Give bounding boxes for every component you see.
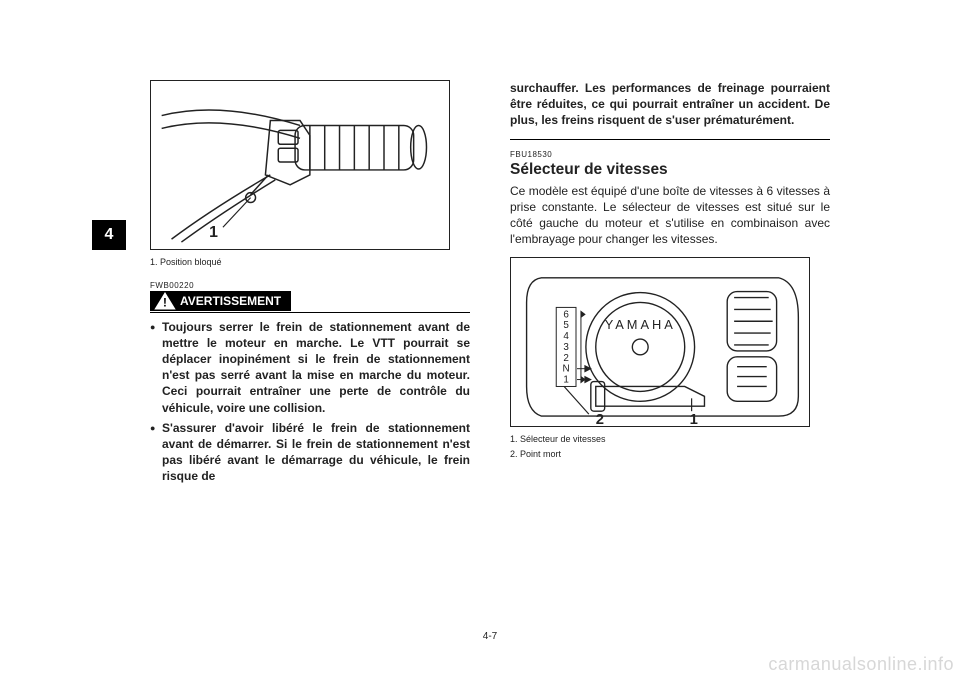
svg-text:5: 5 — [563, 320, 569, 331]
ref-code-left: FWB00220 — [150, 281, 470, 290]
left-column: 1 1. Position bloqué FWB00220 ! AVERTISS… — [150, 80, 470, 488]
figure-gear-caption-2: 2. Point mort — [510, 448, 830, 461]
svg-text:N: N — [563, 364, 570, 375]
callout-2: 2 — [596, 412, 604, 426]
ref-code-right: FBU18530 — [510, 150, 830, 159]
figure-brake-lever: 1 — [150, 80, 450, 250]
cont-paragraph: surchauffer. Les performances de freinag… — [510, 80, 830, 129]
svg-text:2: 2 — [563, 353, 568, 364]
warning-label: AVERTISSEMENT — [180, 294, 281, 308]
svg-text:4: 4 — [563, 331, 569, 342]
warning-badge: ! AVERTISSEMENT — [150, 291, 291, 311]
warning-bar: ! AVERTISSEMENT — [150, 291, 470, 313]
warning-body: Toujours serrer le frein de stationnemen… — [150, 319, 470, 485]
callout-1: 1 — [690, 412, 698, 426]
warning-bullet: Toujours serrer le frein de stationnemen… — [150, 319, 470, 416]
svg-text:3: 3 — [563, 342, 569, 353]
section-paragraph: Ce modèle est équipé d'une boîte de vite… — [510, 183, 830, 248]
right-column: surchauffer. Les performances de freinag… — [510, 80, 830, 473]
figure-brake-caption: 1. Position bloqué — [150, 256, 470, 269]
svg-text:1: 1 — [563, 375, 569, 386]
watermark: carmanualsonline.info — [768, 654, 954, 675]
figure-gear-caption-1: 1. Sélecteur de vitesses — [510, 433, 830, 446]
gear-shift-illustration: YAMAHA 6 5 4 3 2 — [511, 258, 809, 426]
chapter-tab: 4 — [92, 220, 126, 250]
brake-lever-illustration: 1 — [151, 81, 449, 249]
warning-icon: ! — [154, 292, 176, 310]
divider — [510, 139, 830, 140]
svg-text:YAMAHA: YAMAHA — [605, 317, 676, 332]
callout-1: 1 — [209, 224, 218, 241]
svg-text:!: ! — [163, 296, 167, 309]
figure-gear-shift: YAMAHA 6 5 4 3 2 — [510, 257, 810, 427]
warning-bullet: S'assurer d'avoir libéré le frein de sta… — [150, 420, 470, 485]
page-number: 4-7 — [483, 631, 497, 642]
manual-page: 4 — [150, 80, 830, 640]
section-heading: Sélecteur de vitesses — [510, 161, 830, 179]
svg-text:6: 6 — [563, 310, 569, 321]
